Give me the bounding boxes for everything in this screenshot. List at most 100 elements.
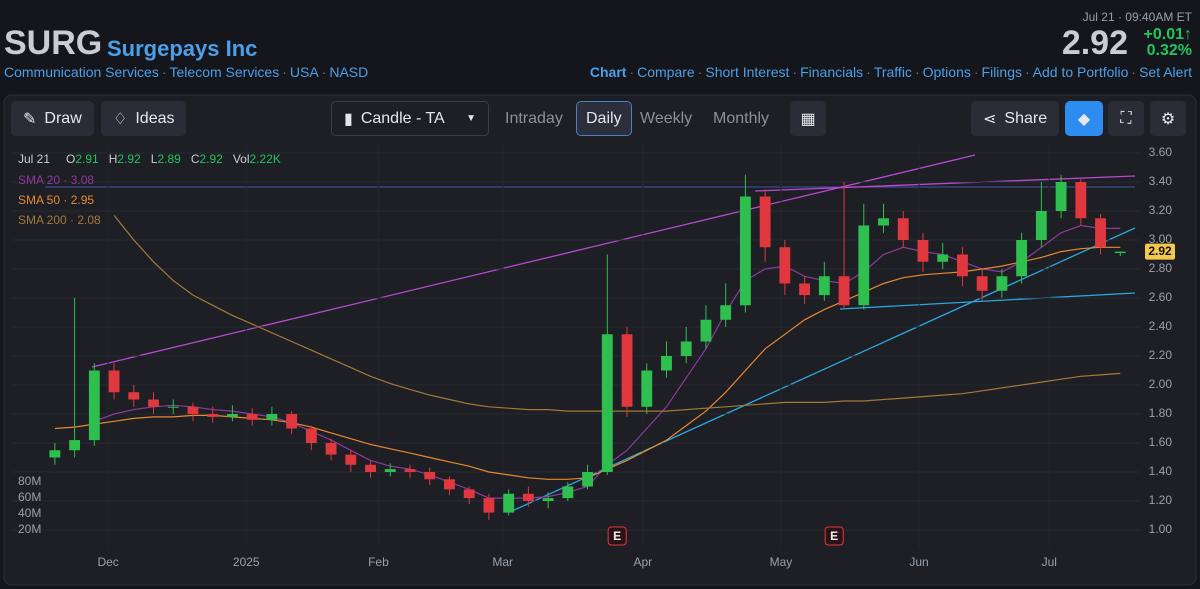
chart-type-select[interactable]: ▮ Candle - TA ▼ — [331, 101, 489, 136]
breadcrumbs: Communication Services · Telecom Services ·… — [4, 64, 368, 80]
sma-label: SMA 50 · 2.95 — [18, 193, 95, 207]
y-tick-label: 1.40 — [1149, 464, 1173, 478]
company-name[interactable]: Surgepays Inc — [107, 36, 258, 61]
separator: · — [161, 64, 167, 80]
candle-body — [759, 196, 771, 248]
candle-body — [976, 276, 988, 291]
candle-body — [996, 276, 1008, 291]
separator: · — [321, 64, 327, 80]
share-button[interactable]: ⋖ Share — [971, 101, 1060, 136]
candle-body — [799, 283, 811, 296]
nav-link[interactable]: Filings — [981, 64, 1022, 80]
trend-lines — [45, 154, 1136, 512]
settings-button[interactable]: ⚙ — [1150, 101, 1186, 136]
draw-button[interactable]: ✎ Draw — [11, 101, 94, 136]
candle-body — [1055, 182, 1067, 211]
breadcrumb[interactable]: Telecom Services — [169, 64, 280, 80]
nav-link[interactable]: Compare — [637, 64, 695, 80]
period-tab[interactable]: Daily — [576, 101, 632, 136]
ohlc-legend: Jul 21 O2.91 H2.92 L2.89 C2.92 Vol2.22K — [18, 152, 291, 166]
nav-link[interactable]: Set Alert — [1139, 64, 1192, 80]
y-tick-label: 2.60 — [1149, 290, 1173, 304]
legend-value: 2.22K — [249, 152, 281, 166]
volume-tick-label: 80M — [18, 474, 41, 488]
y-tick-label: 2.80 — [1149, 261, 1173, 275]
separator: · — [914, 64, 920, 80]
separator: · — [282, 64, 287, 80]
legend-item: O2.91 — [66, 152, 99, 166]
ticker: SURG — [4, 24, 103, 62]
nav: Chart · Compare · Short Interest · Financials ·… — [590, 64, 1192, 80]
candle-body — [562, 486, 574, 499]
y-tick-label: 3.20 — [1149, 203, 1173, 217]
candle-body — [266, 414, 278, 420]
candle-body — [305, 428, 317, 443]
candle-body — [621, 334, 633, 407]
earnings-marker — [824, 526, 844, 546]
y-tick-label: 1.80 — [1149, 406, 1173, 420]
nav-link[interactable]: Financials — [800, 64, 864, 80]
timestamp: Jul 21 · 09:40AM ET — [1082, 10, 1192, 24]
candle-body — [69, 440, 81, 451]
candle-body — [779, 247, 791, 284]
candle-body — [1114, 251, 1126, 254]
candle-body — [897, 218, 909, 240]
candle-body — [1035, 211, 1047, 240]
trend-line — [511, 227, 1136, 512]
period-tab[interactable]: Intraday — [505, 109, 563, 127]
breadcrumb[interactable]: USA — [289, 64, 319, 80]
candle-body — [503, 493, 515, 513]
y-tick-label: 3.40 — [1149, 174, 1173, 188]
trend-line — [754, 175, 1136, 192]
candle-body — [207, 414, 219, 417]
fullscreen-button[interactable]: ⛶ — [1108, 101, 1144, 136]
candle-body — [483, 498, 495, 513]
breadcrumb[interactable]: NASD — [329, 64, 369, 80]
breadcrumb[interactable]: Communication Services — [4, 64, 159, 80]
label: Draw — [44, 109, 82, 127]
calendar-button[interactable]: ▦ — [790, 101, 826, 136]
legend-value: 2.92 — [117, 152, 141, 166]
nav-link[interactable]: Options — [922, 64, 971, 80]
y-tick-label: 2.40 — [1149, 319, 1173, 333]
candle-body — [246, 414, 258, 420]
legend-value: 2.91 — [75, 152, 99, 166]
x-tick-label: Feb — [368, 555, 389, 569]
nav-link[interactable]: Add to Portfolio — [1032, 64, 1129, 80]
candle-body — [167, 406, 179, 408]
nav-link[interactable]: Traffic — [873, 64, 912, 80]
label: Share — [1004, 109, 1048, 127]
legend-key: O — [66, 152, 76, 166]
period-tab[interactable]: Weekly — [640, 109, 693, 127]
candle-body — [404, 469, 416, 472]
change-pct: 0.32% — [1146, 42, 1192, 59]
legend-value: 2.92 — [199, 152, 223, 166]
ideas-button[interactable]: ♢ Ideas — [101, 101, 187, 136]
candle-body — [286, 414, 298, 429]
candle-body — [365, 464, 376, 472]
volume-tick-label: 40M — [18, 506, 41, 520]
nav-link[interactable]: Chart — [589, 64, 627, 80]
legend-item: C2.92 — [191, 152, 223, 166]
candle-body — [1016, 240, 1028, 277]
volume-tick-label: 60M — [18, 490, 41, 504]
legend-key: Vol — [232, 152, 250, 166]
legend-key: C — [190, 152, 200, 166]
legend-value: 2.89 — [157, 152, 181, 166]
candle-body — [444, 479, 455, 490]
period-tab[interactable]: Monthly — [713, 109, 770, 127]
separator: · — [697, 64, 703, 80]
premium-button[interactable]: ◆ — [1065, 101, 1103, 136]
separator: · — [973, 64, 979, 80]
candle-body — [345, 454, 357, 465]
y-tick-label: 1.20 — [1149, 493, 1173, 507]
legend-date: Jul 21 — [18, 152, 51, 166]
chart-panel — [3, 94, 1197, 586]
sma-line — [113, 215, 1121, 412]
nav-link[interactable]: Short Interest — [705, 64, 790, 80]
candle-body — [1075, 182, 1087, 219]
last-price-tag — [1145, 243, 1175, 260]
candle-body — [128, 392, 140, 400]
separator: · — [866, 64, 871, 80]
